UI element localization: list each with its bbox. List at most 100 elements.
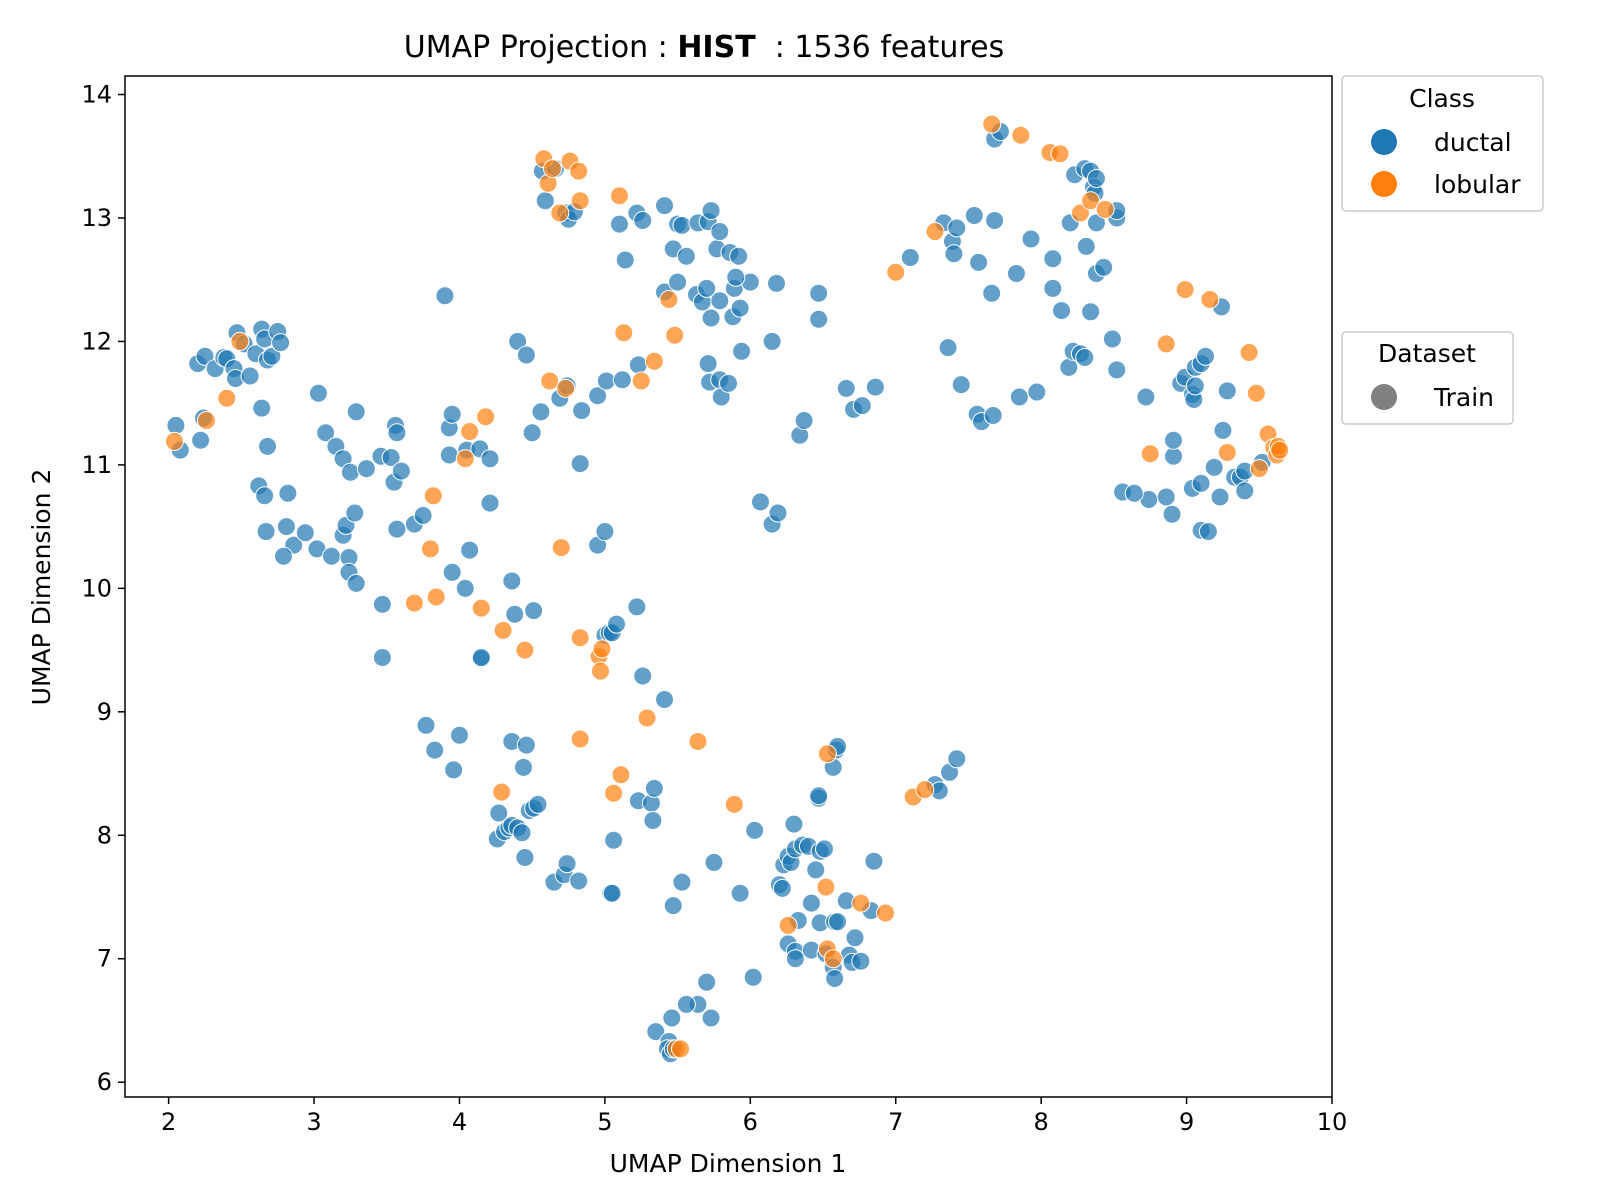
point-ductal [346, 573, 366, 593]
point-ductal [274, 546, 294, 566]
point-ductal [535, 191, 555, 211]
point-ductal [851, 951, 871, 971]
point-lobular [1050, 144, 1070, 164]
legend-class: Class ductal lobular [1341, 75, 1544, 212]
point-ductal [1185, 376, 1205, 396]
point-ductal [595, 522, 615, 542]
point-ductal [531, 402, 551, 422]
point-ductal [710, 291, 730, 311]
point-ductal [750, 492, 770, 512]
point-lobular [982, 114, 1002, 134]
point-ductal [947, 749, 967, 769]
point-ductal [372, 647, 392, 667]
point-lobular [196, 410, 216, 430]
point-lobular [1011, 125, 1031, 145]
point-ductal [762, 331, 782, 351]
point-ductal [515, 847, 535, 867]
x-tick-label: 4 [452, 1108, 467, 1136]
point-ductal [381, 447, 401, 467]
x-tick-label: 10 [1317, 1108, 1348, 1136]
point-ductal [698, 354, 718, 374]
point-lobular [476, 407, 496, 427]
point-lobular [423, 486, 443, 506]
point-lobular [570, 628, 590, 648]
point-lobular [551, 538, 571, 558]
point-ductal [1021, 229, 1041, 249]
point-ductal [316, 423, 336, 443]
point-ductal [308, 383, 328, 403]
point-ductal [633, 666, 653, 686]
point-ductal [480, 493, 500, 513]
legend-lobular-label: lobular [1434, 170, 1521, 199]
point-lobular [556, 378, 576, 398]
point-ductal [240, 366, 260, 386]
point-ductal [615, 250, 635, 270]
point-ductal [766, 273, 786, 293]
legend-dataset-title: Dataset [1378, 339, 1476, 368]
point-ductal [356, 459, 376, 479]
point-ductal [982, 283, 1002, 303]
point-lobular [1200, 289, 1220, 309]
point-ductal [785, 949, 805, 969]
point-ductal [570, 454, 590, 474]
point-ductal [900, 247, 920, 267]
point-ductal [662, 1008, 682, 1028]
point-ductal [262, 346, 282, 366]
point-ductal [1195, 346, 1215, 366]
point-ductal [627, 597, 647, 617]
point-lobular [886, 262, 906, 282]
point-ductal [697, 972, 717, 992]
x-tick-label: 8 [1034, 1108, 1049, 1136]
point-ductal [719, 373, 738, 393]
point-ductal [1076, 236, 1096, 256]
point-ductal [195, 346, 215, 366]
point-ductal [772, 878, 792, 898]
point-ductal [522, 423, 542, 443]
point-ductal [502, 571, 522, 591]
point-lobular [570, 191, 590, 211]
point-ductal [607, 614, 627, 634]
point-ductal [345, 503, 365, 523]
point-lobular [816, 877, 836, 897]
point-ductal [646, 1022, 666, 1042]
point-ductal [528, 794, 548, 814]
point-ductal [836, 378, 856, 398]
point-ductal [1191, 473, 1211, 493]
point-lobular [543, 159, 563, 179]
point-ductal [387, 423, 407, 443]
legend-ductal-marker [1371, 129, 1397, 155]
y-axis-label: UMAP Dimension 2 [27, 469, 56, 706]
point-ductal [1086, 168, 1106, 188]
point-ductal [480, 449, 500, 469]
point-lobular [1270, 440, 1290, 460]
point-ductal [1086, 213, 1106, 233]
point-ductal [340, 462, 360, 482]
point-ductal [944, 244, 964, 264]
point-ductal [1027, 382, 1047, 402]
point-ductal [435, 286, 455, 306]
point-ductal [668, 272, 688, 292]
point-ductal [391, 461, 411, 481]
point-lobular [1239, 343, 1259, 363]
point-lobular [851, 893, 871, 913]
point-ductal [676, 994, 696, 1014]
scatter-points [164, 114, 1290, 1064]
point-ductal [1124, 483, 1144, 503]
point-ductal [1136, 387, 1156, 407]
point-ductal [628, 355, 648, 375]
point-ductal [729, 246, 749, 266]
point-ductal [951, 375, 971, 395]
point-ductal [278, 483, 298, 503]
point-ductal [1043, 278, 1063, 298]
point-lobular [1175, 280, 1195, 300]
point-ductal [449, 725, 469, 745]
point-ductal [455, 578, 475, 598]
point-ductal [604, 830, 624, 850]
point-lobular [1217, 443, 1237, 463]
point-ductal [295, 523, 315, 543]
point-lobular [609, 186, 629, 206]
point-ductal [416, 715, 436, 735]
point-ductal [1075, 347, 1095, 367]
x-tick-label: 6 [743, 1108, 758, 1136]
